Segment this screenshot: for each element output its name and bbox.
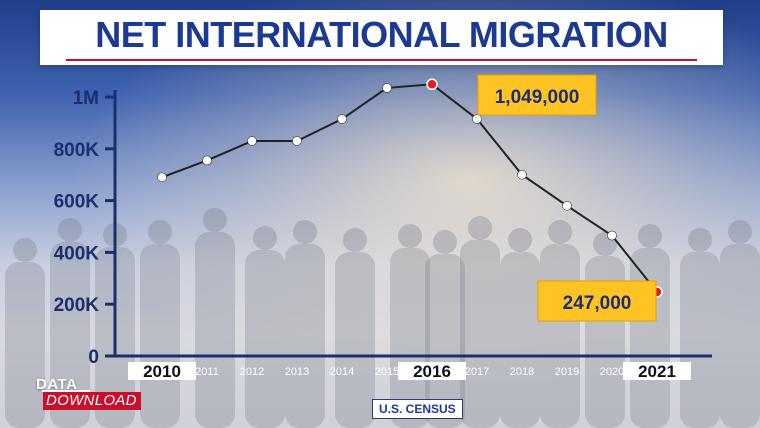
x-tick-label: 2010 — [143, 362, 181, 381]
silhouette-head — [343, 228, 367, 252]
x-tick-label: 2018 — [510, 366, 534, 378]
data-point — [337, 114, 347, 124]
y-tick-label: 800K — [54, 140, 100, 161]
silhouette-head — [58, 218, 82, 242]
silhouette-body — [285, 244, 325, 428]
axes — [113, 90, 712, 358]
x-tick-label: 2015 — [375, 366, 399, 378]
silhouette-head — [13, 238, 37, 262]
silhouette-body — [335, 252, 375, 428]
title-banner: NET INTERNATIONAL MIGRATION — [40, 10, 723, 65]
silhouette-body — [195, 232, 235, 428]
callout-box — [477, 74, 597, 116]
x-tick-label: 2011 — [195, 366, 219, 378]
data-point — [382, 83, 392, 93]
data-point — [517, 169, 527, 180]
y-tick-label: 600K — [54, 192, 100, 213]
silhouette-head — [293, 220, 317, 244]
silhouette-body — [540, 244, 580, 428]
silhouette-body — [460, 240, 500, 428]
data-point — [247, 136, 257, 146]
silhouette-head — [148, 220, 172, 244]
y-tick-label: 0 — [88, 347, 99, 368]
x-ticks: 2010 2011 2012 2013 2014 2015 2016 2017 2018 2019… — [128, 362, 691, 381]
silhouette-head — [688, 228, 712, 252]
x-tick-highlight — [128, 362, 196, 380]
silhouette-head — [433, 230, 457, 254]
data-point — [472, 114, 482, 124]
series-line — [161, 83, 658, 293]
silhouette-body — [5, 262, 45, 428]
y-tick-label: 400K — [54, 243, 100, 264]
data-point — [202, 155, 212, 166]
chart-title: NET INTERNATIONAL MIGRATION — [95, 14, 668, 55]
silhouette-head — [468, 216, 492, 240]
logo-top-text: DATA — [36, 376, 78, 393]
silhouette-body — [500, 252, 540, 428]
y-tick-label: 1M — [73, 88, 99, 109]
x-tick-highlight — [623, 362, 691, 380]
callouts: 1,049,000 247,000 — [477, 74, 657, 322]
x-tick-label: 2019 — [555, 366, 579, 378]
silhouette-body — [245, 250, 285, 428]
callout-box — [537, 280, 657, 322]
silhouette-body — [720, 244, 760, 428]
x-tick-label: 2017 — [465, 366, 489, 378]
x-tick-label: 2014 — [330, 366, 354, 378]
silhouette-body — [425, 254, 465, 428]
x-tick-label: 2016 — [413, 362, 451, 381]
silhouette-head — [548, 220, 572, 244]
silhouette-body — [140, 244, 180, 428]
series-polyline — [161, 83, 658, 293]
x-tick-label: 2013 — [285, 366, 309, 378]
silhouette-body — [390, 248, 430, 428]
logo-bar — [42, 390, 90, 392]
x-tick-label: 2012 — [240, 366, 264, 378]
y-tick-label: 200K — [54, 295, 100, 316]
x-tick-highlight — [398, 362, 466, 380]
silhouette-body — [50, 242, 90, 428]
source-label: U.S. CENSUS — [372, 399, 463, 419]
silhouette-head — [203, 208, 227, 232]
data-download-logo: DATA DOWNLOAD — [36, 376, 166, 412]
callout-label: 247,000 — [563, 293, 632, 314]
data-point — [157, 172, 167, 183]
x-tick-label: 2020 — [600, 366, 624, 378]
silhouette-head — [728, 220, 752, 244]
data-point — [607, 230, 617, 241]
silhouette-head — [253, 226, 277, 250]
silhouette-body — [630, 248, 670, 428]
y-ticks: 0 200K 400K 600K 800K 1M — [54, 88, 115, 368]
silhouette-head — [398, 224, 422, 248]
silhouette-head — [638, 224, 662, 248]
logo-bottom-text: DOWNLOAD — [43, 392, 141, 410]
data-point — [562, 200, 572, 211]
title-underline — [66, 59, 697, 61]
data-point — [292, 136, 302, 146]
x-tick-label: 2021 — [638, 362, 676, 381]
callout-label: 1,049,000 — [495, 87, 580, 108]
silhouette-layer — [5, 208, 760, 428]
silhouette-head — [508, 228, 532, 252]
highlight-point — [426, 78, 438, 91]
silhouette-body — [680, 252, 720, 428]
